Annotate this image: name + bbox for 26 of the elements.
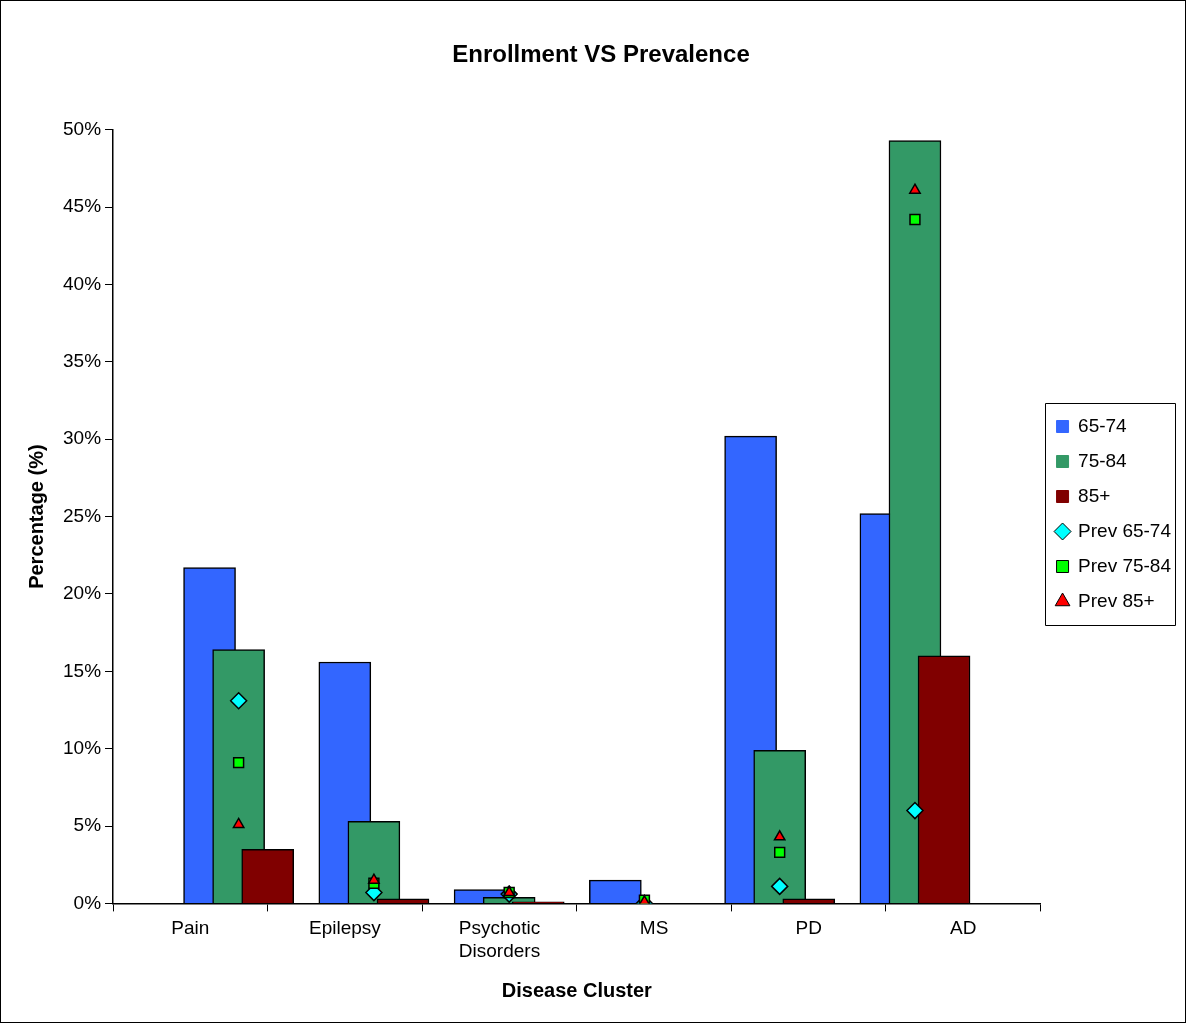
- x-tick-label: Psychotic Disorders: [458, 917, 541, 961]
- y-tick-label: 45%: [63, 195, 102, 217]
- legend-label: 85+: [1078, 484, 1111, 506]
- y-tick-label: 15%: [63, 659, 102, 681]
- x-tick-label: AD: [950, 917, 977, 939]
- y-axis-title: Percentage (%): [24, 444, 47, 589]
- chart-title: Enrollment VS Prevalence: [452, 40, 750, 68]
- y-tick-label: 30%: [63, 427, 102, 449]
- legend-label: Prev 65-74: [1078, 519, 1172, 541]
- y-tick-label: 35%: [63, 350, 102, 372]
- y-tick-label: 50%: [63, 118, 102, 140]
- x-tick-label: Epilepsy: [309, 917, 382, 939]
- y-tick-label: 0%: [73, 891, 102, 913]
- x-tick-label: PD: [795, 917, 822, 939]
- y-tick-label: 5%: [73, 814, 102, 836]
- y-tick-label: 25%: [63, 504, 102, 526]
- y-tick-label: 20%: [63, 582, 102, 604]
- y-tick-label: 10%: [63, 736, 102, 758]
- legend-label: Prev 85+: [1078, 589, 1155, 611]
- x-axis-title: Disease Cluster: [501, 978, 653, 1001]
- legend-label: Prev 75-84: [1078, 554, 1172, 576]
- x-tick-label: MS: [639, 917, 669, 939]
- legend-label: 75-84: [1078, 449, 1128, 471]
- y-tick-label: 40%: [63, 272, 102, 294]
- x-tick-label: Pain: [171, 917, 210, 939]
- legend-label: 65-74: [1078, 414, 1128, 436]
